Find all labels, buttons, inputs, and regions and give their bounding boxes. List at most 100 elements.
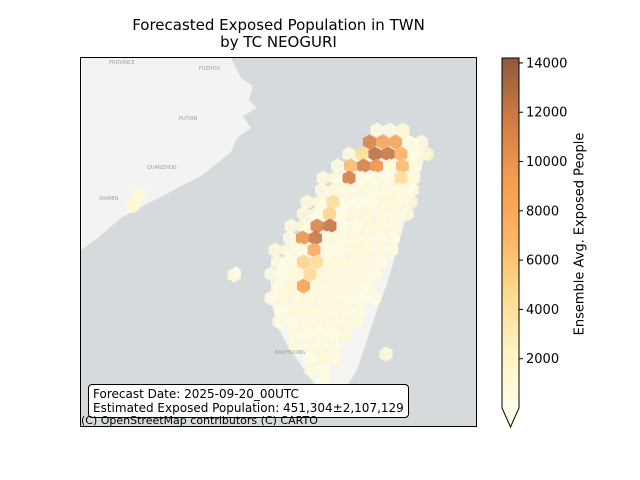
- exposure-hex: [329, 350, 342, 366]
- exposure-hex: [335, 230, 348, 246]
- exposure-hex: [227, 267, 241, 283]
- forecast-info-box: Forecast Date: 2025-09-20_00UTC Estimate…: [88, 384, 409, 418]
- exposure-hex: [352, 302, 366, 318]
- exposure-hex: [400, 206, 414, 222]
- exposure-hex: [317, 362, 331, 378]
- exposure-hex: [294, 242, 308, 258]
- exposure-hex: [363, 134, 376, 150]
- exposure-hex: [132, 187, 146, 203]
- exposure-hex: [336, 218, 350, 234]
- exposure-hex: [388, 218, 402, 234]
- exposure-hex: [313, 194, 327, 210]
- exposure-hex: [352, 194, 366, 210]
- exposure-hex: [394, 170, 408, 186]
- label-xiamen: XIAMEN: [99, 196, 119, 202]
- exposure-hex: [303, 266, 317, 282]
- exposure-hex: [300, 194, 314, 210]
- exposure-hex: [277, 290, 291, 306]
- exposure-hex: [301, 338, 315, 354]
- exposure-hex: [370, 122, 384, 138]
- exposure-hex: [310, 278, 323, 294]
- exposure-hex: [324, 314, 338, 330]
- exposure-hex: [287, 326, 300, 342]
- exposure-hex: [288, 302, 301, 318]
- exposure-hex: [271, 278, 284, 294]
- exposure-hex: [344, 158, 357, 174]
- map-panel[interactable]: PROVINCE FUZHOU PUTIAN QUANZHOU XIAMEN K…: [80, 57, 477, 427]
- exposure-hex: [365, 194, 379, 210]
- exposure-hex: [368, 170, 382, 186]
- exposure-hex: [373, 230, 387, 246]
- exposure-hex: [336, 206, 349, 222]
- exposure-hex: [320, 242, 334, 258]
- exposure-hex: [360, 230, 374, 246]
- exposure-hex: [346, 242, 360, 258]
- exposure-hex: [337, 314, 351, 330]
- colorbar-label: Ensemble Avg. Exposed People: [572, 132, 588, 336]
- colorbar: 2000 4000 6000 8000 10000 12000 14000: [495, 55, 635, 435]
- label-province: PROVINCE: [109, 60, 135, 66]
- colorbar-tick-label: 10000: [526, 155, 567, 170]
- exposure-hex: [284, 278, 297, 294]
- exposure-hex: [355, 290, 369, 306]
- title-line-1: Forecasted Exposed Population in TWN: [132, 16, 425, 34]
- exposure-hex: [284, 254, 297, 270]
- exposure-hex: [389, 134, 402, 150]
- exposure-hex: [339, 326, 352, 342]
- exposure-hex: [285, 314, 299, 330]
- exposure-hex: [383, 158, 396, 174]
- exposure-hex: [264, 266, 278, 282]
- exposure-hex: [290, 290, 304, 306]
- colorbar-tick-label: 4000: [526, 303, 559, 318]
- exposure-hex: [298, 314, 312, 330]
- exposure-hex: [329, 290, 343, 306]
- title-line-2: by TC NEOGURI: [220, 33, 337, 51]
- exposure-hex: [359, 242, 373, 258]
- exposure-hex: [333, 242, 347, 258]
- exposure-hex: [310, 254, 323, 270]
- exposure-hex: [309, 230, 322, 246]
- exposure-hex: [357, 158, 370, 174]
- map-canvas: [81, 58, 434, 402]
- exposure-hex: [374, 206, 388, 222]
- exposure-hex: [264, 290, 278, 306]
- figure-title: Forecasted Exposed Population in TWN by …: [80, 17, 477, 51]
- exposure-hex: [396, 122, 410, 138]
- colorbar-gradient: [502, 58, 519, 408]
- exposure-hex: [372, 242, 386, 258]
- exposure-hex: [376, 134, 389, 150]
- exposure-hex: [290, 266, 304, 282]
- exposure-hex: [361, 254, 375, 270]
- exposure-hex: [405, 182, 419, 198]
- exposure-hex: [387, 206, 401, 222]
- exposure-hex: [415, 134, 428, 150]
- exposure-hex: [316, 290, 330, 306]
- exposure-hex: [374, 254, 388, 270]
- hexbin-layer: [126, 122, 434, 396]
- exposure-hex: [329, 266, 343, 282]
- map-attribution: (C) OpenStreetMap contributors (C) CARTO: [81, 414, 318, 427]
- exposure-hex: [386, 230, 400, 246]
- exposure-hex: [310, 206, 323, 222]
- exposure-hex: [355, 146, 369, 162]
- exposure-hex: [394, 146, 408, 162]
- exposure-hex: [322, 230, 335, 246]
- colorbar-outline: [501, 57, 520, 429]
- exposure-hex: [348, 254, 362, 270]
- exposure-hex: [316, 266, 330, 282]
- exposure-hex: [304, 362, 318, 378]
- exposure-hex: [336, 254, 349, 270]
- label-kaohsiung: KAOHSIUNG: [275, 350, 306, 356]
- exposure-hex: [327, 302, 340, 318]
- exposure-hex: [336, 278, 349, 294]
- estimated-population: Estimated Exposed Population: 451,304±2,…: [93, 401, 404, 415]
- exposure-hex: [311, 314, 325, 330]
- exposure-hex: [381, 146, 395, 162]
- exposure-hex: [407, 170, 421, 186]
- label-putian: PUTIAN: [179, 116, 198, 122]
- exposure-hex: [323, 278, 336, 294]
- exposure-hex: [391, 194, 405, 210]
- exposure-hex: [355, 266, 369, 282]
- exposure-hex: [348, 230, 361, 246]
- exposure-hex: [268, 242, 282, 258]
